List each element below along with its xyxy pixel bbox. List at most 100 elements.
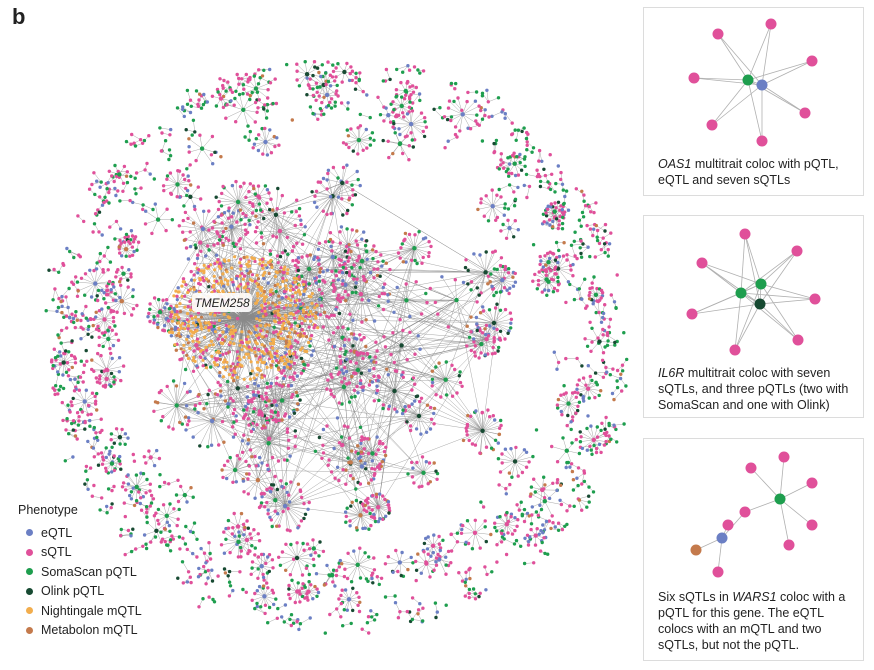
network-node bbox=[500, 110, 504, 114]
network-edge bbox=[462, 525, 476, 533]
network-node bbox=[140, 141, 145, 145]
network-edge bbox=[539, 150, 543, 162]
network-node bbox=[565, 522, 569, 527]
network-edge bbox=[353, 550, 358, 565]
network-edge bbox=[347, 229, 353, 246]
network-edge bbox=[445, 379, 458, 394]
network-node bbox=[525, 148, 529, 152]
network-edge bbox=[403, 248, 415, 262]
network-node bbox=[126, 285, 130, 289]
network-edge bbox=[432, 379, 446, 387]
network-node bbox=[400, 550, 404, 555]
network-node bbox=[198, 133, 202, 137]
network-node bbox=[572, 239, 576, 243]
network-edge bbox=[81, 278, 96, 284]
network-node bbox=[624, 384, 628, 388]
network-node bbox=[527, 184, 532, 189]
network-edge bbox=[591, 439, 595, 455]
network-node bbox=[86, 327, 90, 332]
network-edge bbox=[499, 163, 510, 170]
network-node bbox=[358, 71, 362, 75]
network-edge bbox=[275, 214, 277, 238]
network-edge bbox=[255, 88, 268, 99]
network-node bbox=[80, 312, 84, 316]
network-edge bbox=[526, 186, 530, 198]
network-node bbox=[353, 87, 358, 91]
network-edge bbox=[479, 254, 486, 273]
network-node bbox=[544, 214, 549, 218]
network-node bbox=[544, 211, 548, 215]
network-node bbox=[62, 263, 66, 267]
network-node bbox=[330, 75, 335, 79]
network-edge bbox=[196, 344, 355, 352]
network-edge bbox=[372, 248, 415, 454]
network-node bbox=[119, 241, 123, 245]
network-node bbox=[519, 500, 523, 504]
network-node bbox=[594, 223, 598, 228]
network-node bbox=[98, 251, 103, 256]
network-node bbox=[379, 576, 384, 580]
network-node bbox=[357, 78, 361, 83]
network-node bbox=[557, 223, 561, 227]
network-node bbox=[328, 612, 332, 617]
network-node bbox=[449, 81, 454, 86]
network-node bbox=[365, 621, 370, 625]
network-node bbox=[495, 560, 499, 564]
network-edge bbox=[123, 482, 137, 488]
network-node bbox=[191, 118, 196, 123]
network-node bbox=[607, 421, 611, 426]
network-node bbox=[111, 343, 116, 348]
network-node bbox=[191, 551, 195, 556]
network-node bbox=[248, 129, 252, 134]
network-edge bbox=[347, 129, 360, 141]
network-edge bbox=[578, 495, 589, 500]
network-edge bbox=[254, 554, 262, 567]
network-node bbox=[554, 217, 559, 221]
network-node bbox=[572, 297, 577, 302]
network-node bbox=[604, 415, 608, 420]
network-edge bbox=[84, 283, 96, 296]
network-node bbox=[109, 371, 114, 376]
network-edge bbox=[557, 256, 564, 269]
network-edge bbox=[121, 300, 137, 306]
network-edge bbox=[55, 374, 59, 386]
network-edge bbox=[585, 382, 597, 386]
network-node bbox=[263, 603, 268, 607]
network-node bbox=[376, 95, 380, 100]
network-node bbox=[481, 505, 486, 509]
network-node bbox=[190, 133, 194, 137]
network-edge bbox=[251, 566, 262, 575]
network-node bbox=[98, 185, 102, 189]
network-node bbox=[564, 189, 569, 193]
network-node bbox=[208, 557, 213, 561]
network-node bbox=[601, 327, 605, 332]
network-node bbox=[322, 95, 326, 100]
network-node bbox=[588, 254, 592, 259]
network-node bbox=[128, 241, 132, 246]
network-node bbox=[110, 445, 114, 449]
network-edge bbox=[557, 268, 574, 276]
network-node bbox=[76, 289, 80, 293]
network-node bbox=[149, 501, 154, 505]
network-edge bbox=[74, 390, 85, 402]
network-edge bbox=[320, 298, 483, 431]
network-edge bbox=[279, 230, 305, 235]
network-node bbox=[246, 551, 250, 556]
network-edge bbox=[177, 107, 185, 117]
network-node bbox=[85, 359, 89, 363]
network-edge bbox=[106, 353, 111, 370]
network-node bbox=[590, 378, 594, 383]
network-node bbox=[443, 146, 447, 150]
network-node bbox=[187, 137, 191, 141]
network-node bbox=[570, 469, 575, 474]
network-node bbox=[182, 114, 186, 119]
network-edge bbox=[300, 617, 311, 624]
network-node bbox=[188, 575, 192, 579]
network-edge bbox=[551, 446, 567, 451]
network-edge bbox=[177, 175, 189, 185]
network-node bbox=[311, 111, 315, 116]
network-node bbox=[204, 582, 208, 586]
network-edge bbox=[445, 365, 453, 380]
network-node bbox=[298, 622, 303, 626]
network-node bbox=[289, 613, 294, 617]
